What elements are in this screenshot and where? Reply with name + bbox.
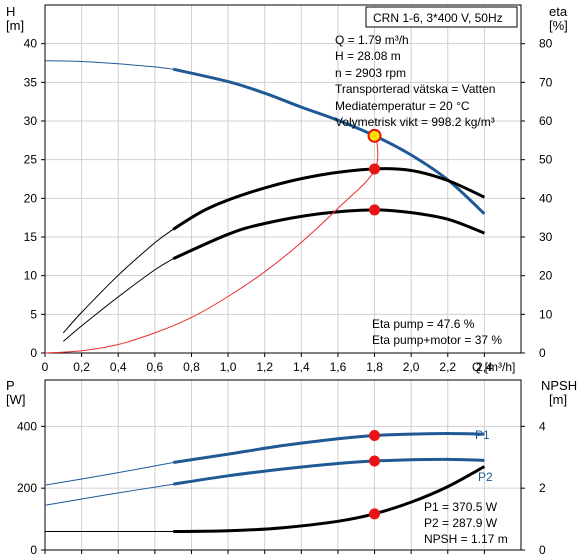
- y-left-tick-label: 40: [24, 37, 38, 51]
- x-tick-label: 0,8: [183, 360, 200, 374]
- bottom-y-right-label: NPSH: [541, 378, 577, 393]
- y-right-tick-label: 70: [539, 75, 553, 89]
- x-tick-label: 0,4: [110, 360, 127, 374]
- npsh-curve: [173, 465, 486, 533]
- y-left-tick-label: 0: [30, 543, 37, 557]
- p2-curve: [172, 457, 485, 486]
- y-left-tick-label: 5: [30, 307, 37, 321]
- eta-block: Eta pump = 47.6 % Eta pump+motor = 37 %: [372, 317, 502, 347]
- bottom-y-left-unit: [W]: [6, 392, 26, 407]
- y-left-tick-label: 30: [24, 114, 38, 128]
- y-right-tick-label: 20: [539, 269, 553, 283]
- x-tick-label: 1,4: [293, 360, 310, 374]
- title-box-text: CRN 1-6, 3*400 V, 50Hz: [373, 11, 503, 25]
- x-tick-label: 0,6: [147, 360, 164, 374]
- y-left-tick-label: 0: [30, 346, 37, 360]
- power-line: P1 = 370.5 W: [424, 500, 498, 514]
- series-2-curve-extended: [62, 258, 174, 342]
- series-1-curve: [172, 167, 486, 231]
- x-tick-label: 1,2: [256, 360, 273, 374]
- x-axis-label: Q [m³/h]: [472, 360, 515, 374]
- top-plot-frame: [44, 4, 522, 354]
- x-tick-label: 1,6: [330, 360, 347, 374]
- top-y-left-unit: [m]: [6, 18, 24, 33]
- y-right-tick-label: 30: [539, 230, 553, 244]
- y-right-tick-label: 4: [539, 419, 546, 433]
- title-box: [365, 6, 518, 28]
- curve-point-marker: [369, 204, 381, 216]
- bottom-series: [44, 431, 486, 533]
- top-y-right-unit: [%]: [549, 18, 568, 33]
- series-1-curve-extended: [62, 228, 174, 334]
- power-line: P2 = 287.9 W: [424, 516, 498, 530]
- info-block: Q = 1.79 m³/h H = 28.08 m n = 2903 rpm T…: [335, 33, 495, 129]
- series-3-curve-extended: [44, 135, 379, 354]
- y-left-tick-label: 35: [24, 75, 38, 89]
- eta-line: Eta pump = 47.6 %: [372, 317, 475, 331]
- x-tick-label: 2,0: [403, 360, 420, 374]
- bottom-plot-frame: [44, 379, 522, 551]
- y-right-tick-label: 2: [539, 481, 546, 495]
- x-tick-label: 1,0: [220, 360, 237, 374]
- p2-curve-extended: [44, 483, 174, 506]
- bottom-x-ticks: [44, 550, 485, 554]
- y-left-tick-label: 200: [17, 481, 37, 495]
- x-tick-label: 2,4: [476, 360, 493, 374]
- y-right-tick-label: 60: [539, 114, 553, 128]
- curve-point-marker: [369, 508, 381, 520]
- x-tick-label: 0,2: [73, 360, 90, 374]
- series-0-curve-extended: [44, 60, 174, 70]
- info-line: Volymetrisk vikt = 998.2 kg/m³: [335, 115, 495, 129]
- info-line: Transporterad vätska = Vatten: [335, 82, 495, 96]
- bottom-y-left-ticks: 0 200 400: [17, 419, 45, 557]
- p1-curve: [172, 431, 485, 464]
- curve-point-marker: [369, 429, 381, 441]
- curve-point-marker: [369, 163, 381, 175]
- p1-curve-extended: [44, 462, 174, 486]
- top-x-ticks: 0 0,2 0,4 0,6 0,8 1,0 1,2 1,4 1,6 1,8 2,0 2,2 2,4: [42, 353, 493, 374]
- info-line: H = 28.08 m: [335, 49, 401, 63]
- y-left-tick-label: 20: [24, 191, 38, 205]
- eta-line: Eta pump+motor = 37 %: [372, 333, 502, 347]
- power-block: P1 = 370.5 W P2 = 287.9 W NPSH = 1.17 m: [424, 500, 508, 546]
- series-label-p2: P2: [478, 470, 493, 484]
- series-0-curve: [172, 67, 486, 215]
- top-markers: [367, 128, 382, 216]
- y-right-tick-label: 0: [539, 346, 546, 360]
- curve-point-marker: [369, 455, 381, 467]
- info-line: Mediatemperatur = 20 °C: [335, 99, 470, 113]
- y-left-tick-label: 10: [24, 269, 38, 283]
- y-left-tick-label: 400: [17, 419, 37, 433]
- y-right-tick-label: 80: [539, 37, 553, 51]
- top-y-right-label: eta: [549, 4, 568, 19]
- y-right-tick-label: 50: [539, 153, 553, 167]
- info-line: Q = 1.79 m³/h: [335, 33, 409, 47]
- y-right-tick-label: 10: [539, 307, 553, 321]
- top-y-left-label: H: [6, 4, 15, 19]
- bottom-y-left-label: P: [6, 378, 15, 393]
- top-grid: [44, 5, 521, 354]
- top-y-left-ticks: 0 5 10 15 20 25 30 35 40: [24, 37, 45, 360]
- y-left-tick-label: 15: [24, 230, 38, 244]
- bottom-markers: [369, 429, 381, 520]
- series-2-curve: [172, 208, 485, 261]
- y-right-tick-label: 40: [539, 191, 553, 205]
- top-y-right-ticks: 0 10 20 30 40 50 60 70 80: [521, 37, 553, 360]
- y-left-tick-label: 25: [24, 153, 38, 167]
- bottom-y-right-ticks: 0 2 4: [521, 419, 546, 557]
- x-tick-label: 2,2: [439, 360, 456, 374]
- duty-point-marker: [367, 128, 382, 143]
- y-right-tick-label: 0: [539, 543, 546, 557]
- power-line: NPSH = 1.17 m: [424, 532, 508, 546]
- bottom-y-right-unit: [m]: [549, 392, 567, 407]
- info-line: n = 2903 rpm: [335, 66, 406, 80]
- top-series: [44, 60, 486, 354]
- series-label-p1: P1: [475, 428, 490, 442]
- x-tick-label: 1,8: [366, 360, 383, 374]
- x-tick-label: 0: [42, 360, 49, 374]
